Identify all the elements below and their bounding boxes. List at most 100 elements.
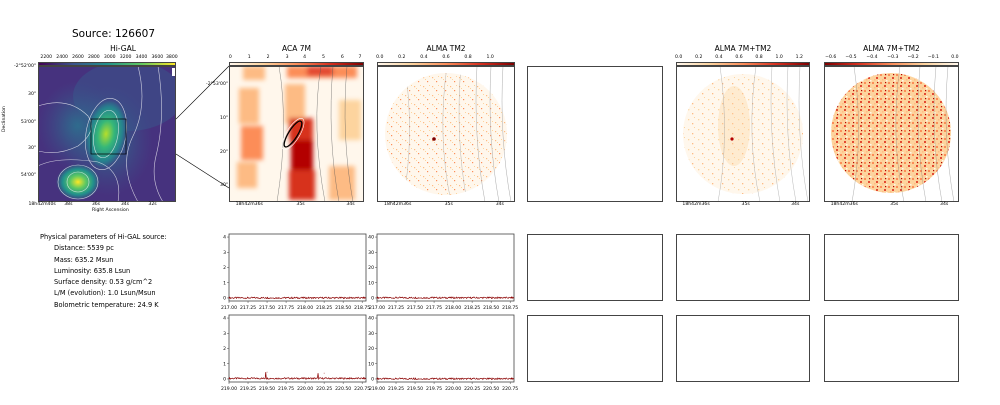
cbar-tick: 0 bbox=[228, 55, 232, 60]
y-tick-label: 4 bbox=[223, 235, 226, 241]
x-tick-label: 220.50 bbox=[335, 386, 351, 391]
x-tick-label: 217.50 bbox=[259, 305, 275, 310]
x-tick-label: 219.75 bbox=[426, 386, 442, 391]
y-tick-label: 10 bbox=[368, 361, 374, 367]
x-tick-label: 218.50 bbox=[483, 305, 499, 310]
x-tick-label: 218.25 bbox=[464, 305, 480, 310]
x-tick-label: 218.00 bbox=[445, 305, 461, 310]
higal-xticks: 18h42m40s 38s 36s 34s 32s bbox=[28, 202, 176, 210]
higal-cbar-ticks: 2200 2400 2600 2800 3000 3200 3400 3600 … bbox=[38, 55, 178, 62]
alma7mtm2a-title: ALMA 7M+TM2 bbox=[714, 44, 772, 53]
x-tick-label: 219.25 bbox=[240, 386, 256, 391]
y-tick-label: 0 bbox=[223, 296, 226, 302]
spectrum-point bbox=[304, 297, 306, 299]
cbar-tick: 0.4 bbox=[420, 55, 428, 60]
zoom-connector bbox=[176, 65, 230, 189]
alma7mtm2a-image bbox=[676, 66, 810, 202]
param-surface-density: Surface density: 0.53 g/cm^2 bbox=[54, 278, 153, 287]
empty-spectrum-panel bbox=[824, 315, 959, 382]
cbar-tick: 2200 bbox=[40, 55, 53, 60]
x-tick-label: 219.50 bbox=[259, 386, 275, 391]
cbar-tick: 0.0 bbox=[951, 55, 959, 60]
x-tick: 35s bbox=[741, 202, 750, 207]
spectrum-line bbox=[376, 377, 515, 381]
almatm2-frame bbox=[377, 66, 515, 202]
spectrum-point bbox=[285, 297, 287, 299]
y-tick-label: 40 bbox=[368, 316, 374, 322]
cbar-tick: 0.8 bbox=[755, 55, 763, 60]
y-tick-label: 2 bbox=[223, 265, 226, 271]
plot-frame bbox=[228, 233, 367, 302]
plot-frame bbox=[376, 233, 515, 302]
physical-parameters: Physical parameters of Hi-GAL source: Di… bbox=[40, 232, 167, 311]
higal-ylabel: Declination bbox=[2, 106, 7, 132]
spectrum-point bbox=[433, 296, 435, 298]
x-tick: 34s bbox=[495, 202, 504, 207]
cbar-tick: 3000 bbox=[103, 55, 116, 60]
cbar-tick: 3400 bbox=[135, 55, 148, 60]
x-tick-label: 220.50 bbox=[483, 386, 499, 391]
empty-image-panel bbox=[527, 66, 663, 202]
y-tick-label: 2 bbox=[223, 346, 226, 352]
cbar-tick: 6 bbox=[340, 55, 344, 60]
y-tick-label: 30 bbox=[368, 250, 374, 256]
x-tick-label: 218.25 bbox=[316, 305, 332, 310]
spectrum-point bbox=[471, 297, 473, 298]
cbar-tick: 3800 bbox=[166, 55, 178, 60]
param-mass: Mass: 635.2 Msun bbox=[54, 255, 114, 264]
alma7mtm2b-image bbox=[824, 66, 959, 202]
aca7m-yticks: -2°53'00" 10" 20" 30" bbox=[198, 66, 228, 202]
almatm2-xticks: 18h42m36s 35s 34s bbox=[377, 202, 515, 210]
spectrum-point bbox=[376, 297, 378, 298]
spectrum-point bbox=[395, 296, 397, 298]
x-tick: 34s bbox=[120, 202, 130, 207]
cbar-tick: −0.5 bbox=[845, 55, 857, 60]
cbar-tick: 2400 bbox=[56, 55, 68, 60]
empty-spectrum-panel bbox=[824, 234, 959, 301]
x-tick-label: 220.25 bbox=[464, 386, 480, 391]
x-tick: 34s bbox=[791, 202, 800, 207]
alma7mtm2a-xticks: 18h42m36s 35s 34s bbox=[676, 202, 810, 210]
aca7m-colorbar bbox=[229, 62, 364, 66]
param-distance: Distance: 5539 pc bbox=[54, 244, 114, 253]
x-tick-label: 220.75 bbox=[502, 386, 518, 391]
spectrum-point bbox=[433, 377, 435, 379]
cbar-tick: 0.6 bbox=[442, 55, 450, 60]
aca7m-xticks: 18h42m36s 35s 34s bbox=[229, 202, 364, 210]
spectrum-point bbox=[323, 372, 325, 374]
y-tick: 53'00" bbox=[20, 120, 36, 125]
x-tick-label: 218.00 bbox=[297, 305, 313, 310]
cbar-tick: 0.4 bbox=[715, 55, 723, 60]
spectrum-point bbox=[414, 297, 416, 299]
x-tick: 35s bbox=[890, 202, 899, 207]
y-tick-label: 4 bbox=[223, 316, 226, 322]
spectrum-point bbox=[452, 378, 454, 379]
spectrum-point bbox=[414, 377, 416, 379]
x-tick: 18h42m36s bbox=[830, 202, 858, 207]
alma7mtm2b-frame bbox=[824, 66, 959, 202]
x-tick-label: 220.75 bbox=[354, 386, 370, 391]
x-tick: 18h42m36s bbox=[235, 202, 263, 207]
x-tick-label: 217.75 bbox=[278, 305, 294, 310]
x-tick: 36s bbox=[91, 202, 101, 207]
cbar-tick: 0.2 bbox=[695, 55, 703, 60]
y-tick: 30" bbox=[28, 92, 36, 97]
cbar-tick: 4 bbox=[303, 55, 307, 60]
cbar-tick: 1.0 bbox=[775, 55, 783, 60]
empty-spectrum-panel bbox=[676, 234, 810, 301]
y-tick-label: 0 bbox=[371, 377, 374, 383]
x-tick-label: 217.75 bbox=[426, 305, 442, 310]
higal-frame bbox=[38, 66, 176, 202]
cbar-tick: 0.0 bbox=[376, 55, 384, 60]
x-tick: 18h42m36s bbox=[384, 202, 412, 207]
almatm2-cbar-ticks: 0.0 0.2 0.4 0.6 0.8 1.0 bbox=[376, 55, 515, 62]
spectrum-point bbox=[342, 378, 344, 380]
cbar-tick: 2 bbox=[266, 55, 270, 60]
param-tbol: Bolometric temperature: 24.9 K bbox=[54, 300, 159, 309]
cbar-tick: 0.6 bbox=[735, 55, 743, 60]
x-tick-label: 219.00 bbox=[221, 386, 237, 391]
y-tick-label: 0 bbox=[223, 377, 226, 383]
plot-frame bbox=[376, 314, 515, 383]
spectrum-point bbox=[361, 297, 363, 299]
